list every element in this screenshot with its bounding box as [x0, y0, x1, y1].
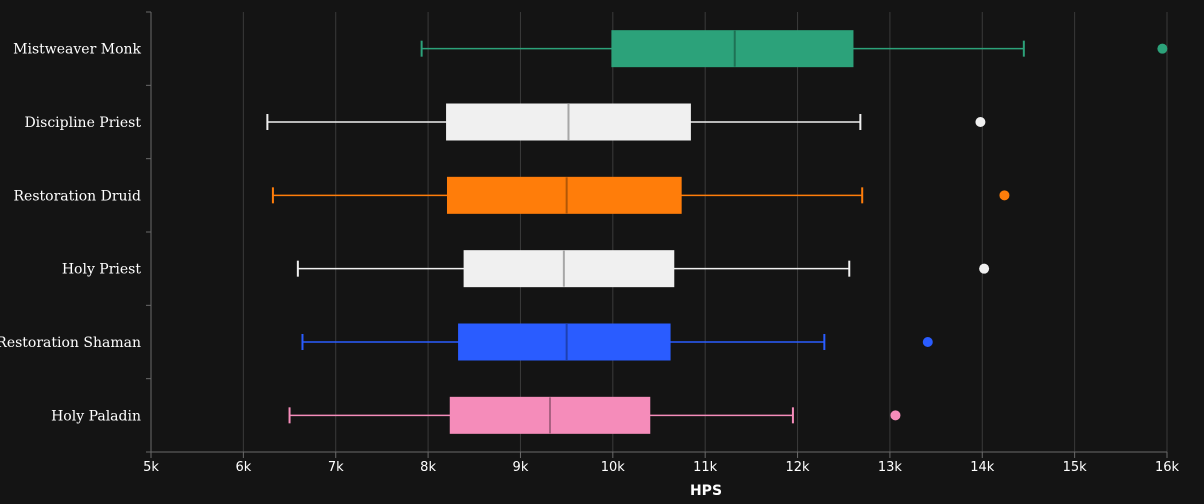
outlier-point: [975, 117, 986, 127]
category-label: Holy Paladin: [51, 408, 141, 424]
iqr-box: [463, 250, 675, 288]
x-tick-label: 5k: [143, 460, 159, 475]
x-tick-label: 14k: [970, 460, 995, 475]
x-tick-label: 9k: [513, 460, 529, 475]
outlier-point: [1157, 43, 1168, 54]
iqr-box: [446, 103, 691, 141]
x-tick-label: 8k: [420, 460, 436, 475]
category-label: Holy Priest: [62, 262, 142, 278]
box-holy-priest: [296, 250, 990, 288]
x-tick-label: 15k: [1063, 460, 1088, 475]
outlier-point: [999, 190, 1010, 201]
iqr-box: [449, 396, 651, 434]
category-label: Mistweaver Monk: [13, 42, 141, 58]
outlier-point: [922, 337, 933, 347]
box-series: [266, 30, 1168, 434]
x-tick-label: 6k: [235, 460, 251, 475]
x-tick-label: 13k: [878, 460, 903, 475]
iqr-box: [446, 176, 682, 214]
category-label: Discipline Priest: [24, 115, 141, 131]
box-mistweaver-monk: [420, 30, 1168, 68]
outlier-point: [979, 263, 990, 274]
iqr-box: [611, 30, 854, 68]
box-restoration-shaman: [301, 323, 933, 361]
iqr-box: [458, 323, 671, 361]
grid-lines: [242, 12, 1168, 452]
category-axis: Mistweaver Monk Discipline Priest Restorat…: [0, 11, 152, 453]
box-discipline-priest: [266, 103, 986, 141]
x-axis-title: HPS: [690, 483, 722, 499]
x-tick-label: 16k: [1155, 460, 1180, 475]
x-tick-label: 12k: [786, 460, 811, 475]
value-axis: 5k 6k 7k 8k 9k 10k 11k 12k 13k 14k 15k 16k: [143, 451, 1180, 475]
category-label: Restoration Shaman: [0, 335, 141, 351]
x-tick-label: 7k: [328, 460, 344, 475]
x-tick-label: 10k: [601, 460, 626, 475]
category-label: Restoration Druid: [14, 188, 142, 204]
box-holy-paladin: [288, 396, 901, 434]
x-tick-label: 11k: [693, 460, 718, 475]
outlier-point: [890, 410, 901, 421]
box-restoration-druid: [271, 176, 1010, 214]
